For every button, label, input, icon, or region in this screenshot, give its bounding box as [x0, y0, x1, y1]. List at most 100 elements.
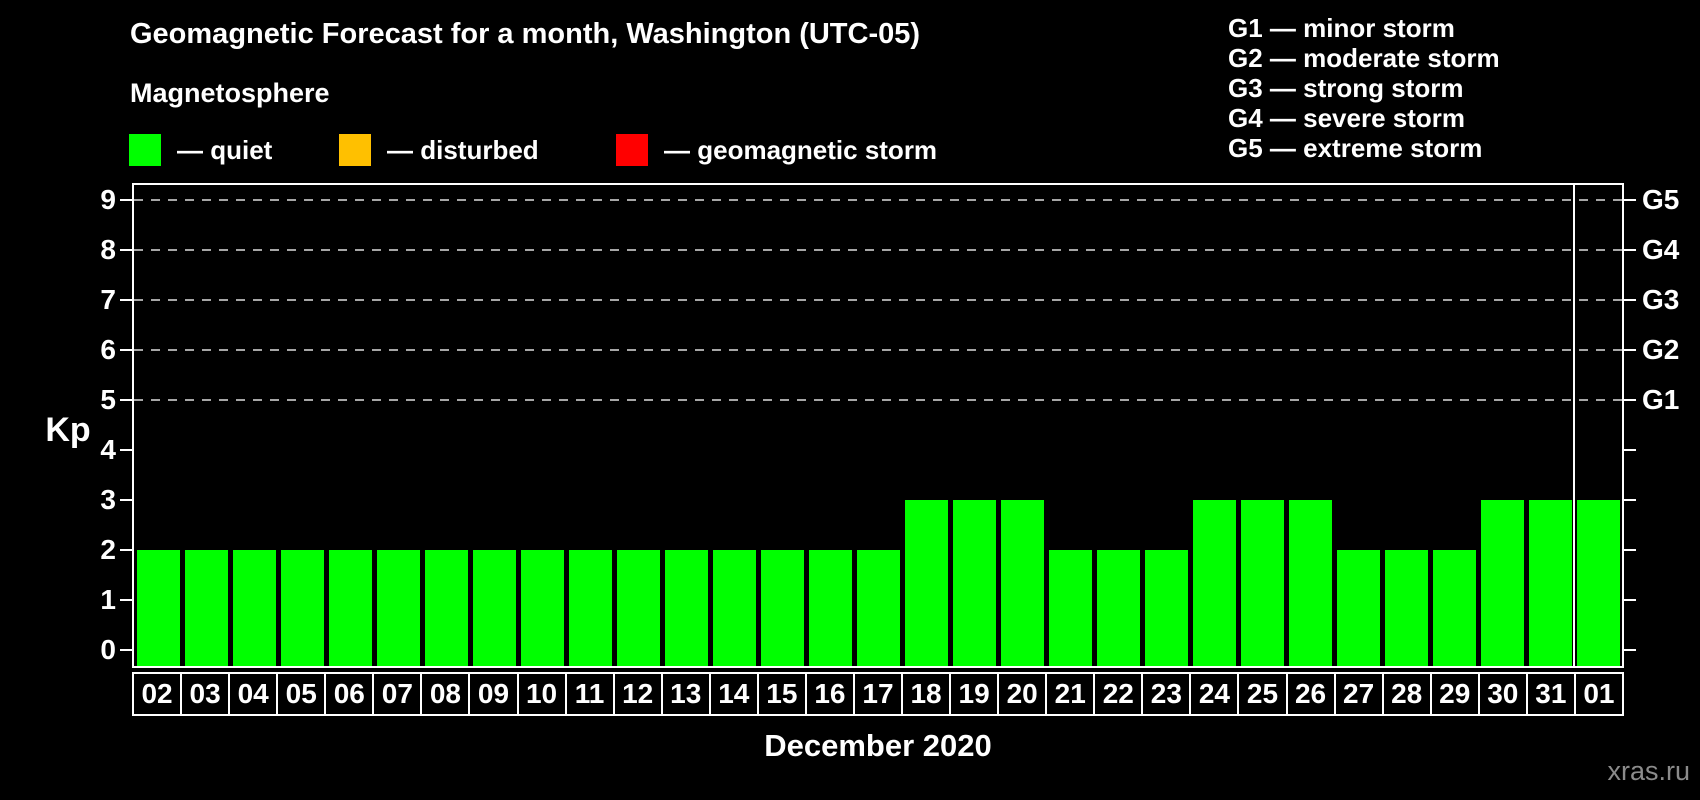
- right-axis-tick: [1624, 449, 1636, 451]
- right-axis-tick: [1624, 299, 1636, 301]
- y-axis-label: 5: [100, 384, 116, 415]
- kp-bar-day-02: [136, 550, 180, 666]
- kp-bar-day-17: [856, 550, 900, 666]
- y-axis-label: 4: [100, 434, 116, 465]
- day-label-04: 04: [230, 674, 279, 714]
- right-axis-tick: [1624, 649, 1636, 651]
- y-axis-label: 1: [100, 584, 116, 615]
- legend-label-disturbed: — disturbed: [387, 134, 539, 165]
- kp-bar-day-13: [664, 550, 708, 666]
- kp-bar-day-21: [1048, 550, 1092, 666]
- g-scale-label-g5: G5: [1642, 184, 1680, 215]
- storm-scale-line: G2 — moderate storm: [1228, 43, 1500, 73]
- g-scale-label-g4: G4: [1642, 234, 1680, 265]
- kp-bar-day-08: [424, 550, 468, 666]
- day-label-13: 13: [662, 674, 711, 714]
- day-label-09: 09: [470, 674, 519, 714]
- right-axis-tick: [1624, 549, 1636, 551]
- disturbed-color-swatch: [339, 134, 371, 166]
- kp-bar-day-31: [1528, 500, 1572, 666]
- y-axis-tick: [120, 599, 132, 601]
- kp-bar-day-27: [1336, 550, 1380, 666]
- legend-label-storm: — geomagnetic storm: [664, 134, 938, 165]
- kp-bar-day-05: [280, 550, 324, 666]
- kp-bar-day-07: [376, 550, 420, 666]
- quiet-color-swatch: [129, 134, 161, 166]
- right-axis-tick: [1624, 399, 1636, 401]
- storm-scale-line: G4 — severe storm: [1228, 103, 1466, 133]
- g-scale-label-g1: G1: [1642, 384, 1680, 415]
- y-axis-tick: [120, 199, 132, 201]
- x-axis-day-labels: 02 03 04 05 06 07 08 09 10 11 12 13 14 15 16 17 18 19 20 21…: [132, 672, 1624, 716]
- day-label-03: 03: [182, 674, 231, 714]
- storm-color-swatch: [616, 134, 648, 166]
- g-scale-label-g2: G2: [1642, 334, 1680, 365]
- kp-bar-day-16: [808, 550, 852, 666]
- y-axis-tick: [120, 399, 132, 401]
- gridline-kp9: [134, 199, 1622, 201]
- y-axis-tick: [120, 349, 132, 351]
- day-label-22: 22: [1095, 674, 1144, 714]
- day-label-15: 15: [758, 674, 807, 714]
- magnetosphere-label: Magnetosphere: [130, 78, 330, 108]
- kp-bar-day-10: [520, 550, 564, 666]
- y-axis-label: 2: [100, 534, 116, 565]
- day-label-12: 12: [614, 674, 663, 714]
- watermark: xras.ru: [1607, 756, 1690, 786]
- y-axis-label: 6: [100, 334, 116, 365]
- kp-bar-day-06: [328, 550, 372, 666]
- y-axis-tick: [120, 549, 132, 551]
- kp-bar-day-24: [1192, 500, 1236, 666]
- legend-label-quiet: — quiet: [177, 134, 273, 165]
- day-label-24: 24: [1191, 674, 1240, 714]
- storm-scale-line: G3 — strong storm: [1228, 73, 1464, 103]
- day-label-28: 28: [1383, 674, 1432, 714]
- kp-bar-day-23: [1144, 550, 1188, 666]
- y-axis-label: 9: [100, 184, 116, 215]
- gridline-kp8: [134, 249, 1622, 251]
- kp-bar-day-04: [232, 550, 276, 666]
- x-axis-title: December 2020: [764, 728, 992, 763]
- y-axis-tick: [120, 449, 132, 451]
- y-axis-tick: [120, 299, 132, 301]
- kp-bar-day-11: [568, 550, 612, 666]
- kp-bar-day-18: [904, 500, 948, 666]
- day-label-31: 31: [1527, 674, 1576, 714]
- kp-bar-day-03: [184, 550, 228, 666]
- day-label-29: 29: [1431, 674, 1480, 714]
- kp-bar-day-09: [472, 550, 516, 666]
- right-axis-tick: [1624, 349, 1636, 351]
- day-label-02: 02: [134, 674, 183, 714]
- plot-area: [132, 183, 1624, 668]
- legend-item-disturbed: — disturbed: [339, 134, 539, 166]
- kp-bar-day-30: [1480, 500, 1524, 666]
- day-label-08: 08: [422, 674, 471, 714]
- day-label-10: 10: [518, 674, 567, 714]
- legend-item-storm: — geomagnetic storm: [616, 134, 937, 166]
- day-label-06: 06: [326, 674, 375, 714]
- kp-bar-day-28: [1384, 550, 1428, 666]
- month-separator-line: [1573, 185, 1575, 666]
- kp-bar-day-22: [1096, 550, 1140, 666]
- day-label-20: 20: [999, 674, 1048, 714]
- gridline-kp5: [134, 399, 1622, 401]
- kp-bar-day-25: [1240, 500, 1284, 666]
- day-label-11: 11: [566, 674, 615, 714]
- g-scale-label-g3: G3: [1642, 284, 1680, 315]
- kp-bar-day-15: [760, 550, 804, 666]
- kp-bar-day-29: [1432, 550, 1476, 666]
- legend-item-quiet: — quiet: [129, 134, 272, 166]
- day-label-01: 01: [1575, 674, 1622, 714]
- storm-scale-legend: G1 — minor storm G2 — moderate storm G3 — …: [1228, 13, 1500, 163]
- chart-title: Geomagnetic Forecast for a month, Washin…: [130, 18, 921, 50]
- storm-scale-line: G1 — minor storm: [1228, 13, 1455, 43]
- day-label-17: 17: [854, 674, 903, 714]
- day-label-19: 19: [951, 674, 1000, 714]
- gridline-kp6: [134, 349, 1622, 351]
- y-axis-label: 7: [100, 284, 116, 315]
- day-label-16: 16: [806, 674, 855, 714]
- y-axis-tick: [120, 249, 132, 251]
- gridline-kp7: [134, 299, 1622, 301]
- kp-bar-day-26: [1288, 500, 1332, 666]
- y-axis-label: 0: [100, 634, 116, 665]
